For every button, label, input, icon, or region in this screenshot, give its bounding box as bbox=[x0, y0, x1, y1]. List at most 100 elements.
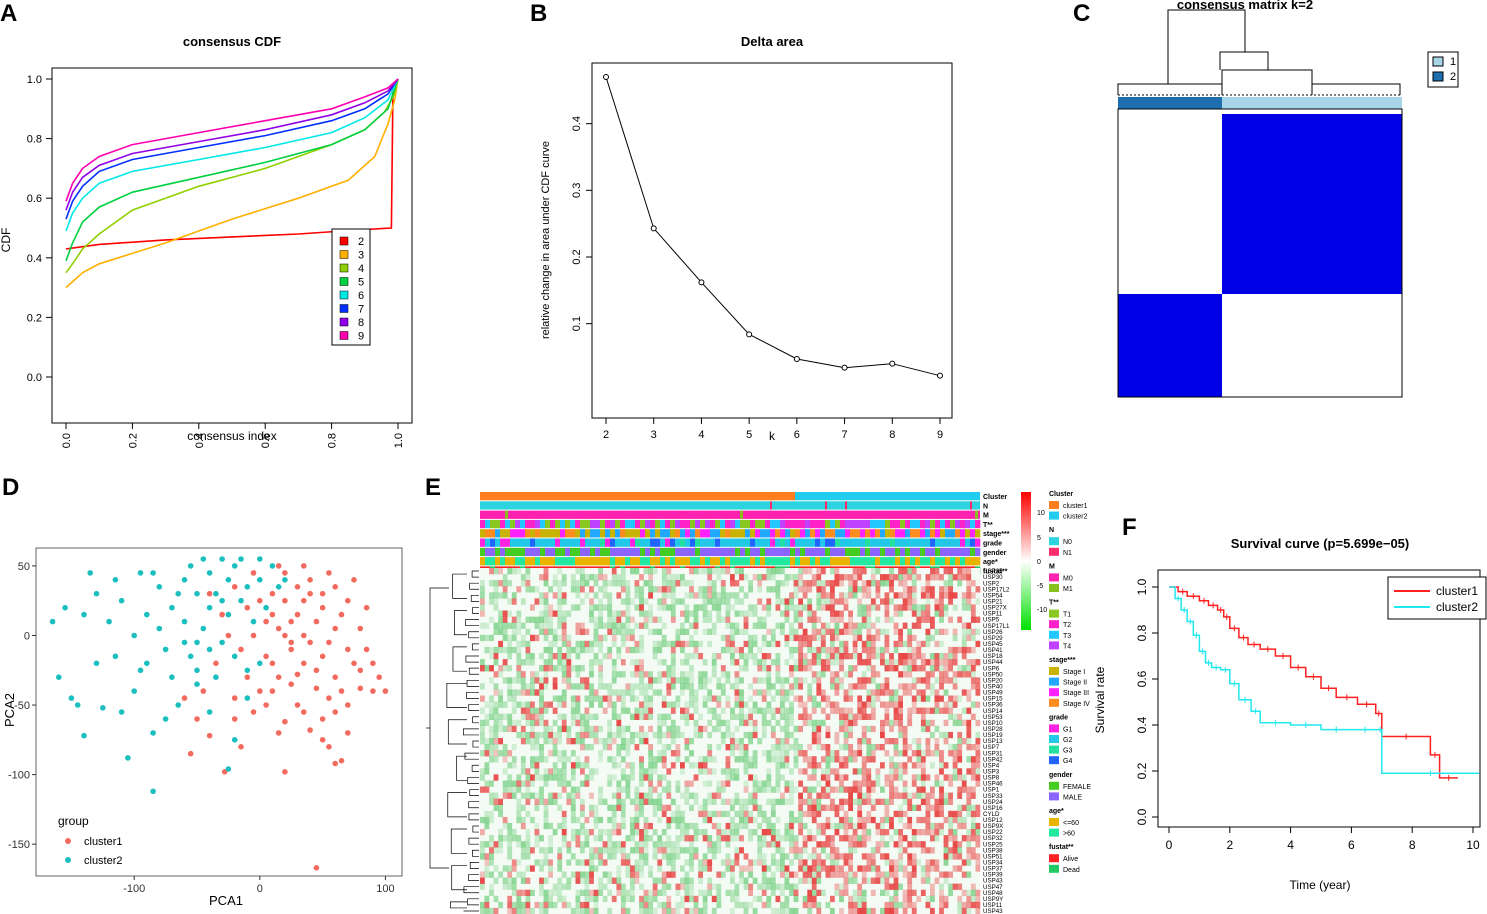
heat-cell bbox=[680, 847, 685, 854]
heat-cell bbox=[693, 640, 699, 648]
heat-cell bbox=[789, 829, 794, 836]
heat-cell bbox=[561, 774, 567, 781]
heat-cell bbox=[589, 774, 594, 781]
heat-cell bbox=[698, 568, 703, 575]
heat-cell bbox=[675, 628, 681, 635]
heat-cell bbox=[916, 574, 922, 581]
annot-gender-cell bbox=[645, 547, 651, 557]
heat-cell bbox=[802, 701, 808, 708]
heat-cell bbox=[761, 865, 767, 872]
annot-gender-cell bbox=[880, 547, 886, 557]
heat-cell bbox=[866, 665, 872, 672]
heat-cell bbox=[902, 895, 908, 903]
heat-cell bbox=[511, 865, 517, 872]
heat-cell bbox=[493, 713, 499, 720]
heat-cell bbox=[857, 841, 863, 848]
heat-cell bbox=[825, 750, 831, 757]
heat-cell bbox=[870, 750, 876, 757]
heat-cell bbox=[725, 756, 731, 763]
heat-cell bbox=[639, 713, 644, 720]
heat-cell bbox=[607, 907, 613, 914]
annot-t-cell bbox=[755, 519, 761, 529]
heat-cell bbox=[757, 822, 763, 830]
heat-cell bbox=[925, 683, 931, 690]
heat-cell bbox=[720, 580, 726, 587]
heat-cell bbox=[480, 683, 485, 690]
heat-cell bbox=[748, 713, 753, 720]
heat-cell bbox=[739, 713, 744, 720]
annot-stage-cell bbox=[955, 529, 961, 538]
annot-t-cell bbox=[895, 519, 901, 529]
heat-cell bbox=[920, 719, 926, 727]
heat-cell bbox=[502, 865, 508, 872]
heat-cell bbox=[916, 665, 922, 672]
heat-cell bbox=[516, 816, 522, 824]
annot-age-cell bbox=[635, 557, 641, 566]
heat-cell bbox=[807, 810, 813, 818]
heat-cell bbox=[666, 604, 672, 611]
heat-cell bbox=[930, 859, 935, 866]
heat-cell bbox=[957, 901, 963, 909]
annot-stage-cell bbox=[715, 529, 721, 538]
heat-cell bbox=[489, 792, 494, 799]
heat-cell bbox=[825, 901, 831, 909]
heat-cell bbox=[975, 889, 981, 896]
heat-cell bbox=[684, 798, 690, 805]
heat-cell bbox=[507, 683, 513, 690]
heat-cell bbox=[598, 756, 603, 763]
heat-cell bbox=[548, 865, 553, 872]
legend-item-label: T4 bbox=[1063, 643, 1071, 650]
heat-cell bbox=[816, 719, 822, 727]
heat-cell bbox=[866, 628, 872, 635]
heat-cell bbox=[857, 804, 863, 811]
heat-cell bbox=[925, 865, 931, 872]
heat-cell bbox=[843, 695, 849, 702]
heat-cell bbox=[830, 653, 835, 660]
heat-cell bbox=[534, 689, 540, 696]
heat-cell bbox=[848, 744, 853, 751]
heat-cell bbox=[507, 665, 513, 672]
annot-gender-cell bbox=[650, 547, 656, 557]
annot-gender-cell bbox=[720, 547, 726, 557]
heat-cell bbox=[875, 841, 881, 848]
heat-cell bbox=[589, 616, 594, 623]
annot-age-cell bbox=[595, 557, 601, 566]
heat-cell bbox=[893, 871, 899, 878]
heat-cell bbox=[930, 883, 935, 890]
heat-cell bbox=[843, 744, 849, 751]
heat-cell bbox=[943, 738, 949, 745]
annot-age-cell bbox=[730, 557, 736, 566]
heat-cell bbox=[625, 780, 631, 787]
heat-cell bbox=[898, 695, 903, 702]
heat-cell bbox=[493, 701, 499, 708]
annot-grade-cell bbox=[510, 538, 516, 547]
heat-cell bbox=[784, 707, 790, 714]
heat-cell bbox=[489, 847, 494, 854]
heat-cell bbox=[684, 871, 690, 878]
heat-cell bbox=[861, 762, 867, 769]
heat-cell bbox=[552, 719, 558, 727]
heat-cell bbox=[948, 883, 953, 890]
scale-label-mid-hi: 5 bbox=[1037, 535, 1041, 542]
heat-cell bbox=[739, 598, 744, 605]
heat-cell bbox=[939, 750, 944, 757]
heat-cell bbox=[775, 719, 781, 727]
annot-t-cell bbox=[955, 519, 961, 529]
heat-cell bbox=[498, 804, 503, 811]
heat-cell bbox=[507, 634, 513, 642]
heat-cell bbox=[720, 810, 726, 818]
heat-cell bbox=[543, 622, 549, 629]
heat-cell bbox=[530, 683, 535, 690]
heat-cell bbox=[811, 677, 817, 684]
heat-cell bbox=[798, 750, 803, 757]
heat-cell bbox=[761, 616, 767, 623]
cluster-bar-1 bbox=[1222, 97, 1402, 109]
annot-grade-cell bbox=[495, 538, 501, 547]
heat-cell bbox=[498, 810, 503, 818]
heat-cell bbox=[730, 653, 735, 660]
heat-cell bbox=[948, 713, 953, 720]
annot-age-cell bbox=[585, 557, 591, 566]
annot-grade-cell bbox=[920, 538, 926, 547]
heat-cell bbox=[943, 853, 949, 860]
heat-cell bbox=[780, 774, 785, 781]
